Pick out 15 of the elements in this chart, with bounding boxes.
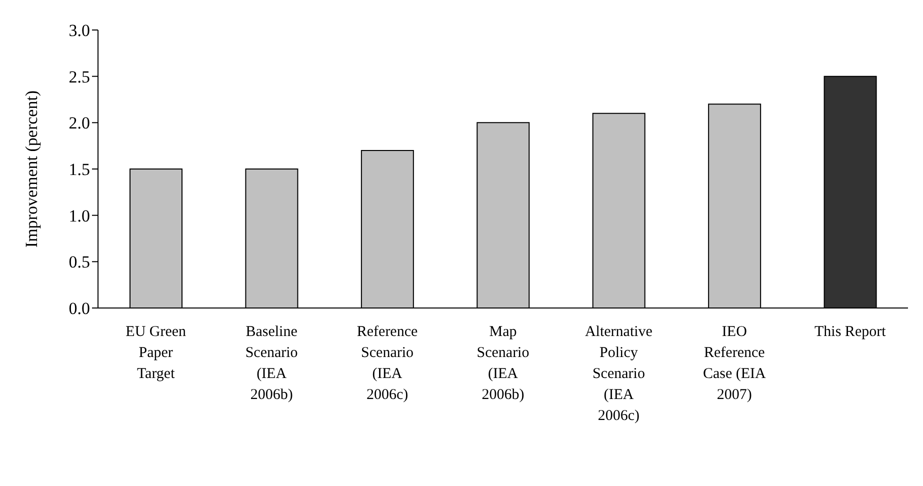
- y-tick-label: 2.5: [68, 67, 90, 86]
- y-tick-label: 0.0: [68, 299, 90, 318]
- y-axis-title: Improvement (percent): [22, 90, 42, 248]
- y-tick-label: 3.0: [68, 21, 90, 40]
- y-tick-label: 1.5: [68, 160, 90, 180]
- x-tick-label: Alternative Policy Scenario (IEA 2006c): [584, 324, 653, 424]
- x-tick-label: IEO Reference Case (EIA 2007): [702, 324, 766, 403]
- y-tick-label: 0.5: [68, 252, 90, 272]
- x-tick-label: Baseline Scenario (IEA 2006b): [245, 324, 298, 403]
- x-tick-label: Reference Scenario (IEA 2006c): [356, 324, 418, 403]
- x-tick-label: EU Green Paper Target: [126, 324, 187, 382]
- x-tick-label: This Report: [814, 324, 887, 340]
- y-tick-label: 1.0: [68, 206, 90, 226]
- y-tick-label: 2.0: [68, 114, 90, 133]
- x-tick-label: Map Scenario (IEA 2006b): [476, 324, 530, 403]
